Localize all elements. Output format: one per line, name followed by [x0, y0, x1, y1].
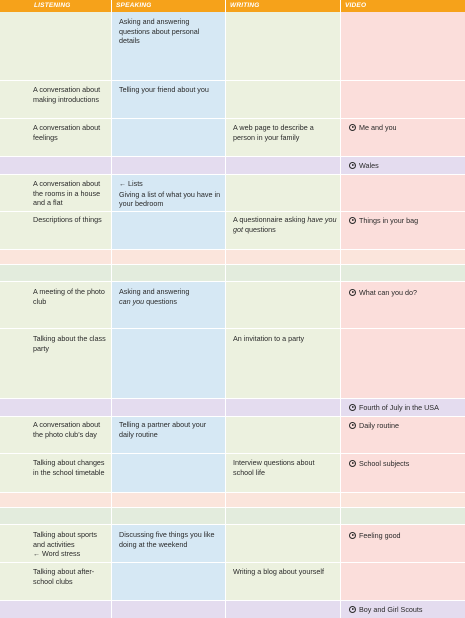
- band-row: [0, 250, 465, 264]
- row-divider: [0, 524, 465, 525]
- speaking-column: [112, 12, 225, 618]
- speaking-cell: Telling a partner about your daily routi…: [119, 420, 207, 439]
- row-divider: [0, 264, 465, 265]
- row-divider: [0, 600, 465, 601]
- listening-cell: A conversation about the photo club’s da…: [33, 420, 101, 439]
- speaking-cell: Asking and answering questions about per…: [119, 17, 200, 46]
- speaking-cell: Discussing five things you like doing at…: [119, 530, 215, 549]
- header-divider: [340, 0, 341, 12]
- listening-cell: Descriptions of things: [33, 215, 102, 224]
- header-video: VIDEO: [345, 2, 367, 9]
- play-circle-icon: [349, 460, 356, 467]
- writing-text: questions: [243, 224, 276, 234]
- row-divider: [0, 416, 465, 417]
- video-column: [341, 12, 465, 618]
- writing-column: [226, 12, 340, 618]
- video-title: Me and you: [359, 123, 397, 132]
- video-cell: Wales: [349, 161, 461, 171]
- row-divider: [0, 453, 465, 454]
- speaking-text: Asking and answering: [119, 287, 190, 296]
- video-cell: School subjects: [349, 459, 461, 469]
- column-divider: [225, 12, 226, 618]
- column-divider: [111, 12, 112, 618]
- video-cell: Things in your bag: [349, 216, 461, 226]
- header-writing: WRITING: [230, 2, 260, 9]
- table-header: LISTENING SPEAKING WRITING VIDEO: [0, 0, 465, 12]
- video-title: Wales: [359, 161, 379, 170]
- writing-cell: Writing a blog about yourself: [233, 567, 324, 576]
- play-circle-icon: [349, 404, 356, 411]
- video-cell: What can you do?: [349, 288, 461, 298]
- band-row: [0, 508, 465, 524]
- video-title: Feeling good: [359, 531, 401, 540]
- echo-arrow-icon: ←: [119, 181, 126, 188]
- listening-cell: A meeting of the photo club: [33, 287, 105, 306]
- writing-cell: Interview questions about school life: [233, 458, 315, 477]
- play-circle-icon: [349, 422, 356, 429]
- echo-arrow-icon: ←: [33, 551, 40, 559]
- row-divider: [0, 562, 465, 563]
- speaking-cell: Asking and answering can you questions: [119, 287, 221, 306]
- row-divider: [0, 281, 465, 282]
- row-divider: [0, 118, 465, 119]
- video-cell: Me and you: [349, 123, 461, 133]
- speaking-cell: Telling your friend about you: [119, 85, 209, 94]
- play-circle-icon: [349, 124, 356, 131]
- listening-cell: Talking about after-school clubs: [33, 567, 95, 586]
- listening-cell: A conversation about the rooms in a hous…: [33, 179, 101, 208]
- video-title: Daily routine: [359, 421, 399, 430]
- video-cell: Daily routine: [349, 421, 461, 431]
- header-listening: LISTENING: [34, 2, 71, 9]
- video-title: Things in your bag: [359, 216, 419, 225]
- video-cell: Feeling good: [349, 531, 461, 541]
- speaking-text: Giving a list of what you have in your b…: [119, 189, 221, 209]
- video-title: What can you do?: [359, 288, 417, 297]
- play-circle-icon: [349, 606, 356, 613]
- row-divider: [0, 492, 465, 493]
- header-speaking: SPEAKING: [116, 2, 152, 9]
- speaking-cell: ← Lists Giving a list of what you have in…: [119, 179, 223, 209]
- writing-cell: An invitation to a party: [233, 334, 305, 343]
- writing-emphasis: have you got: [233, 215, 337, 234]
- band-row: [0, 601, 465, 618]
- band-row: [0, 156, 465, 174]
- row-divider: [0, 507, 465, 508]
- writing-cell: A web page to describe a person in your …: [233, 123, 314, 142]
- speaking-emphasis: can you: [119, 296, 145, 306]
- header-divider: [111, 0, 112, 12]
- play-circle-icon: [349, 532, 356, 539]
- column-divider: [340, 12, 341, 618]
- band-row: [0, 399, 465, 416]
- row-divider: [0, 328, 465, 329]
- listening-text: Talking about sports and activities: [33, 530, 97, 549]
- writing-text: A questionnaire asking: [233, 215, 308, 224]
- speaking-text: questions: [144, 296, 177, 306]
- writing-cell: A questionnaire asking have you got ques…: [233, 215, 337, 234]
- pronunciation-topic: Lists: [128, 179, 143, 188]
- video-title: Boy and Girl Scouts: [359, 605, 423, 614]
- row-divider: [0, 398, 465, 399]
- row-divider: [0, 211, 465, 212]
- listening-cell: Talking about changes in the school time…: [33, 458, 105, 477]
- listening-cell: Talking about sports and activities ← Wor…: [33, 530, 109, 560]
- row-divider: [0, 249, 465, 250]
- video-title: Fourth of July in the USA: [359, 403, 439, 412]
- video-cell: Boy and Girl Scouts: [349, 605, 461, 615]
- band-row: [0, 493, 465, 507]
- listening-cell: A conversation about feelings: [33, 123, 101, 142]
- header-divider: [225, 0, 226, 12]
- listening-cell: A conversation about making introduction…: [33, 85, 101, 104]
- play-circle-icon: [349, 217, 356, 224]
- row-divider: [0, 80, 465, 81]
- row-divider: [0, 156, 465, 157]
- video-title: School subjects: [359, 459, 410, 468]
- play-circle-icon: [349, 162, 356, 169]
- band-row: [0, 265, 465, 281]
- row-divider: [0, 174, 465, 175]
- pronunciation-topic: Word stress: [42, 549, 81, 559]
- listening-cell: Talking about the class party: [33, 334, 106, 353]
- video-cell: Fourth of July in the USA: [349, 403, 463, 413]
- play-circle-icon: [349, 289, 356, 296]
